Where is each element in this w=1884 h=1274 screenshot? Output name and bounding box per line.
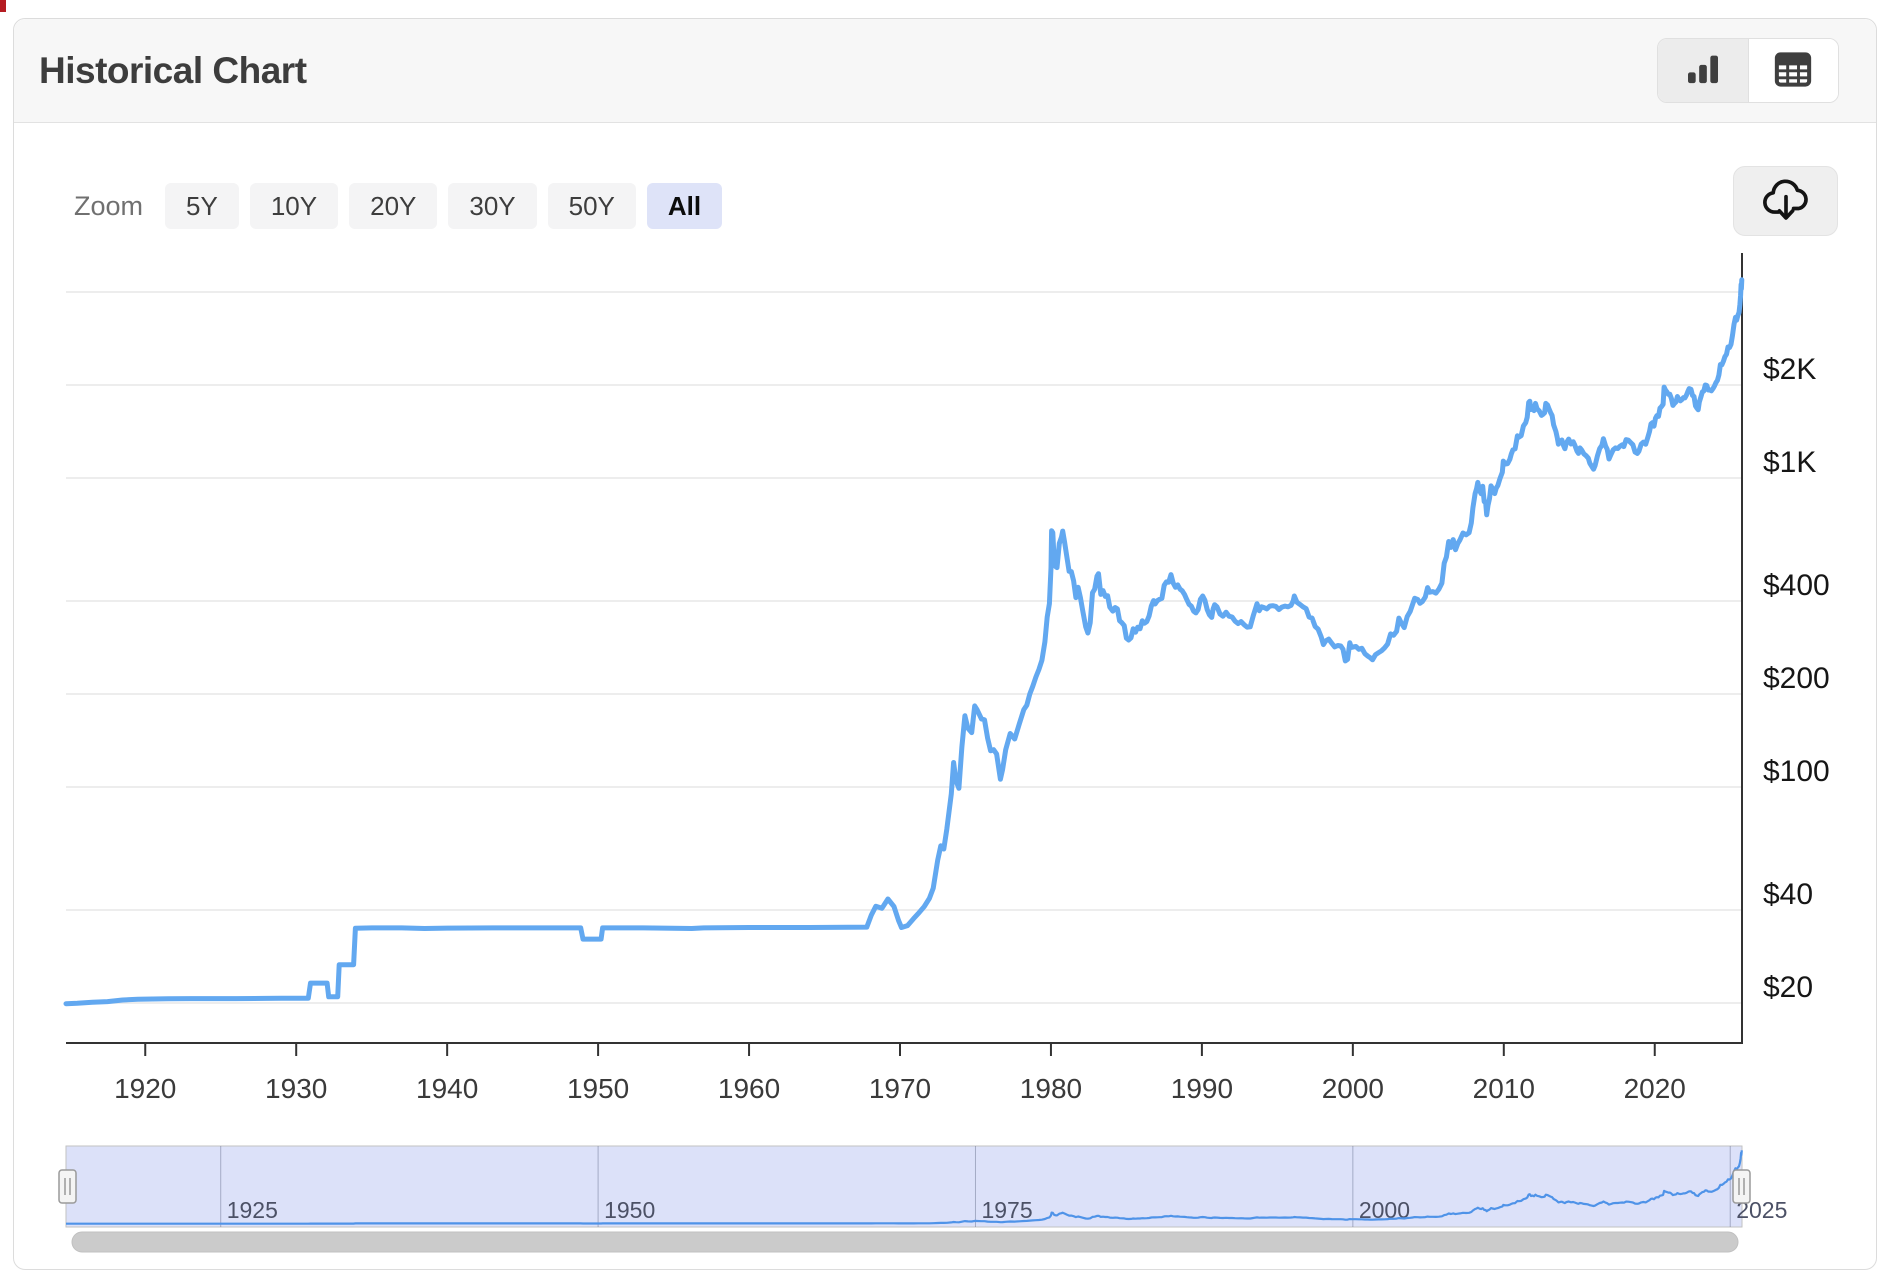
chart-view-button[interactable] (1658, 39, 1748, 102)
zoom-button-10y[interactable]: 10Y (249, 183, 339, 229)
table-view-button[interactable] (1747, 39, 1838, 102)
chart-card: Historical Chart (13, 18, 1877, 1270)
zoom-button-30y[interactable]: 30Y (448, 183, 537, 229)
zoom-controls: Zoom 5Y 10Y 20Y 30Y 50Y All (74, 183, 723, 229)
navigator-handle-right[interactable] (1732, 1169, 1751, 1204)
cloud-download-icon (1757, 174, 1815, 229)
bar-chart-icon (1683, 49, 1723, 92)
zoom-label: Zoom (74, 190, 144, 221)
zoom-button-all[interactable]: All (646, 183, 723, 229)
zoom-button-50y[interactable]: 50Y (547, 183, 636, 229)
card-header: Historical Chart (14, 19, 1876, 123)
zoom-button-5y[interactable]: 5Y (165, 183, 239, 229)
zoom-button-20y[interactable]: 20Y (349, 183, 438, 229)
download-button[interactable] (1733, 166, 1838, 236)
scrollbar-thumb[interactable] (71, 1231, 1739, 1253)
navigator-mask[interactable] (65, 1145, 1743, 1228)
navigator-handle-left[interactable] (58, 1169, 77, 1204)
zoom-buttons-group: 5Y 10Y 20Y 30Y 50Y All (165, 183, 723, 229)
page-title: Historical Chart (39, 50, 307, 91)
view-toggle (1657, 38, 1839, 103)
page-corner-accent (0, 0, 6, 12)
table-icon (1771, 47, 1815, 94)
